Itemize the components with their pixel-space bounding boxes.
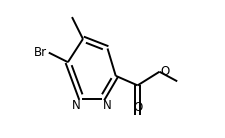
Text: Br: Br [34, 46, 47, 59]
Text: N: N [102, 99, 111, 112]
Text: N: N [71, 99, 80, 112]
Text: O: O [132, 101, 142, 114]
Text: O: O [160, 65, 169, 78]
